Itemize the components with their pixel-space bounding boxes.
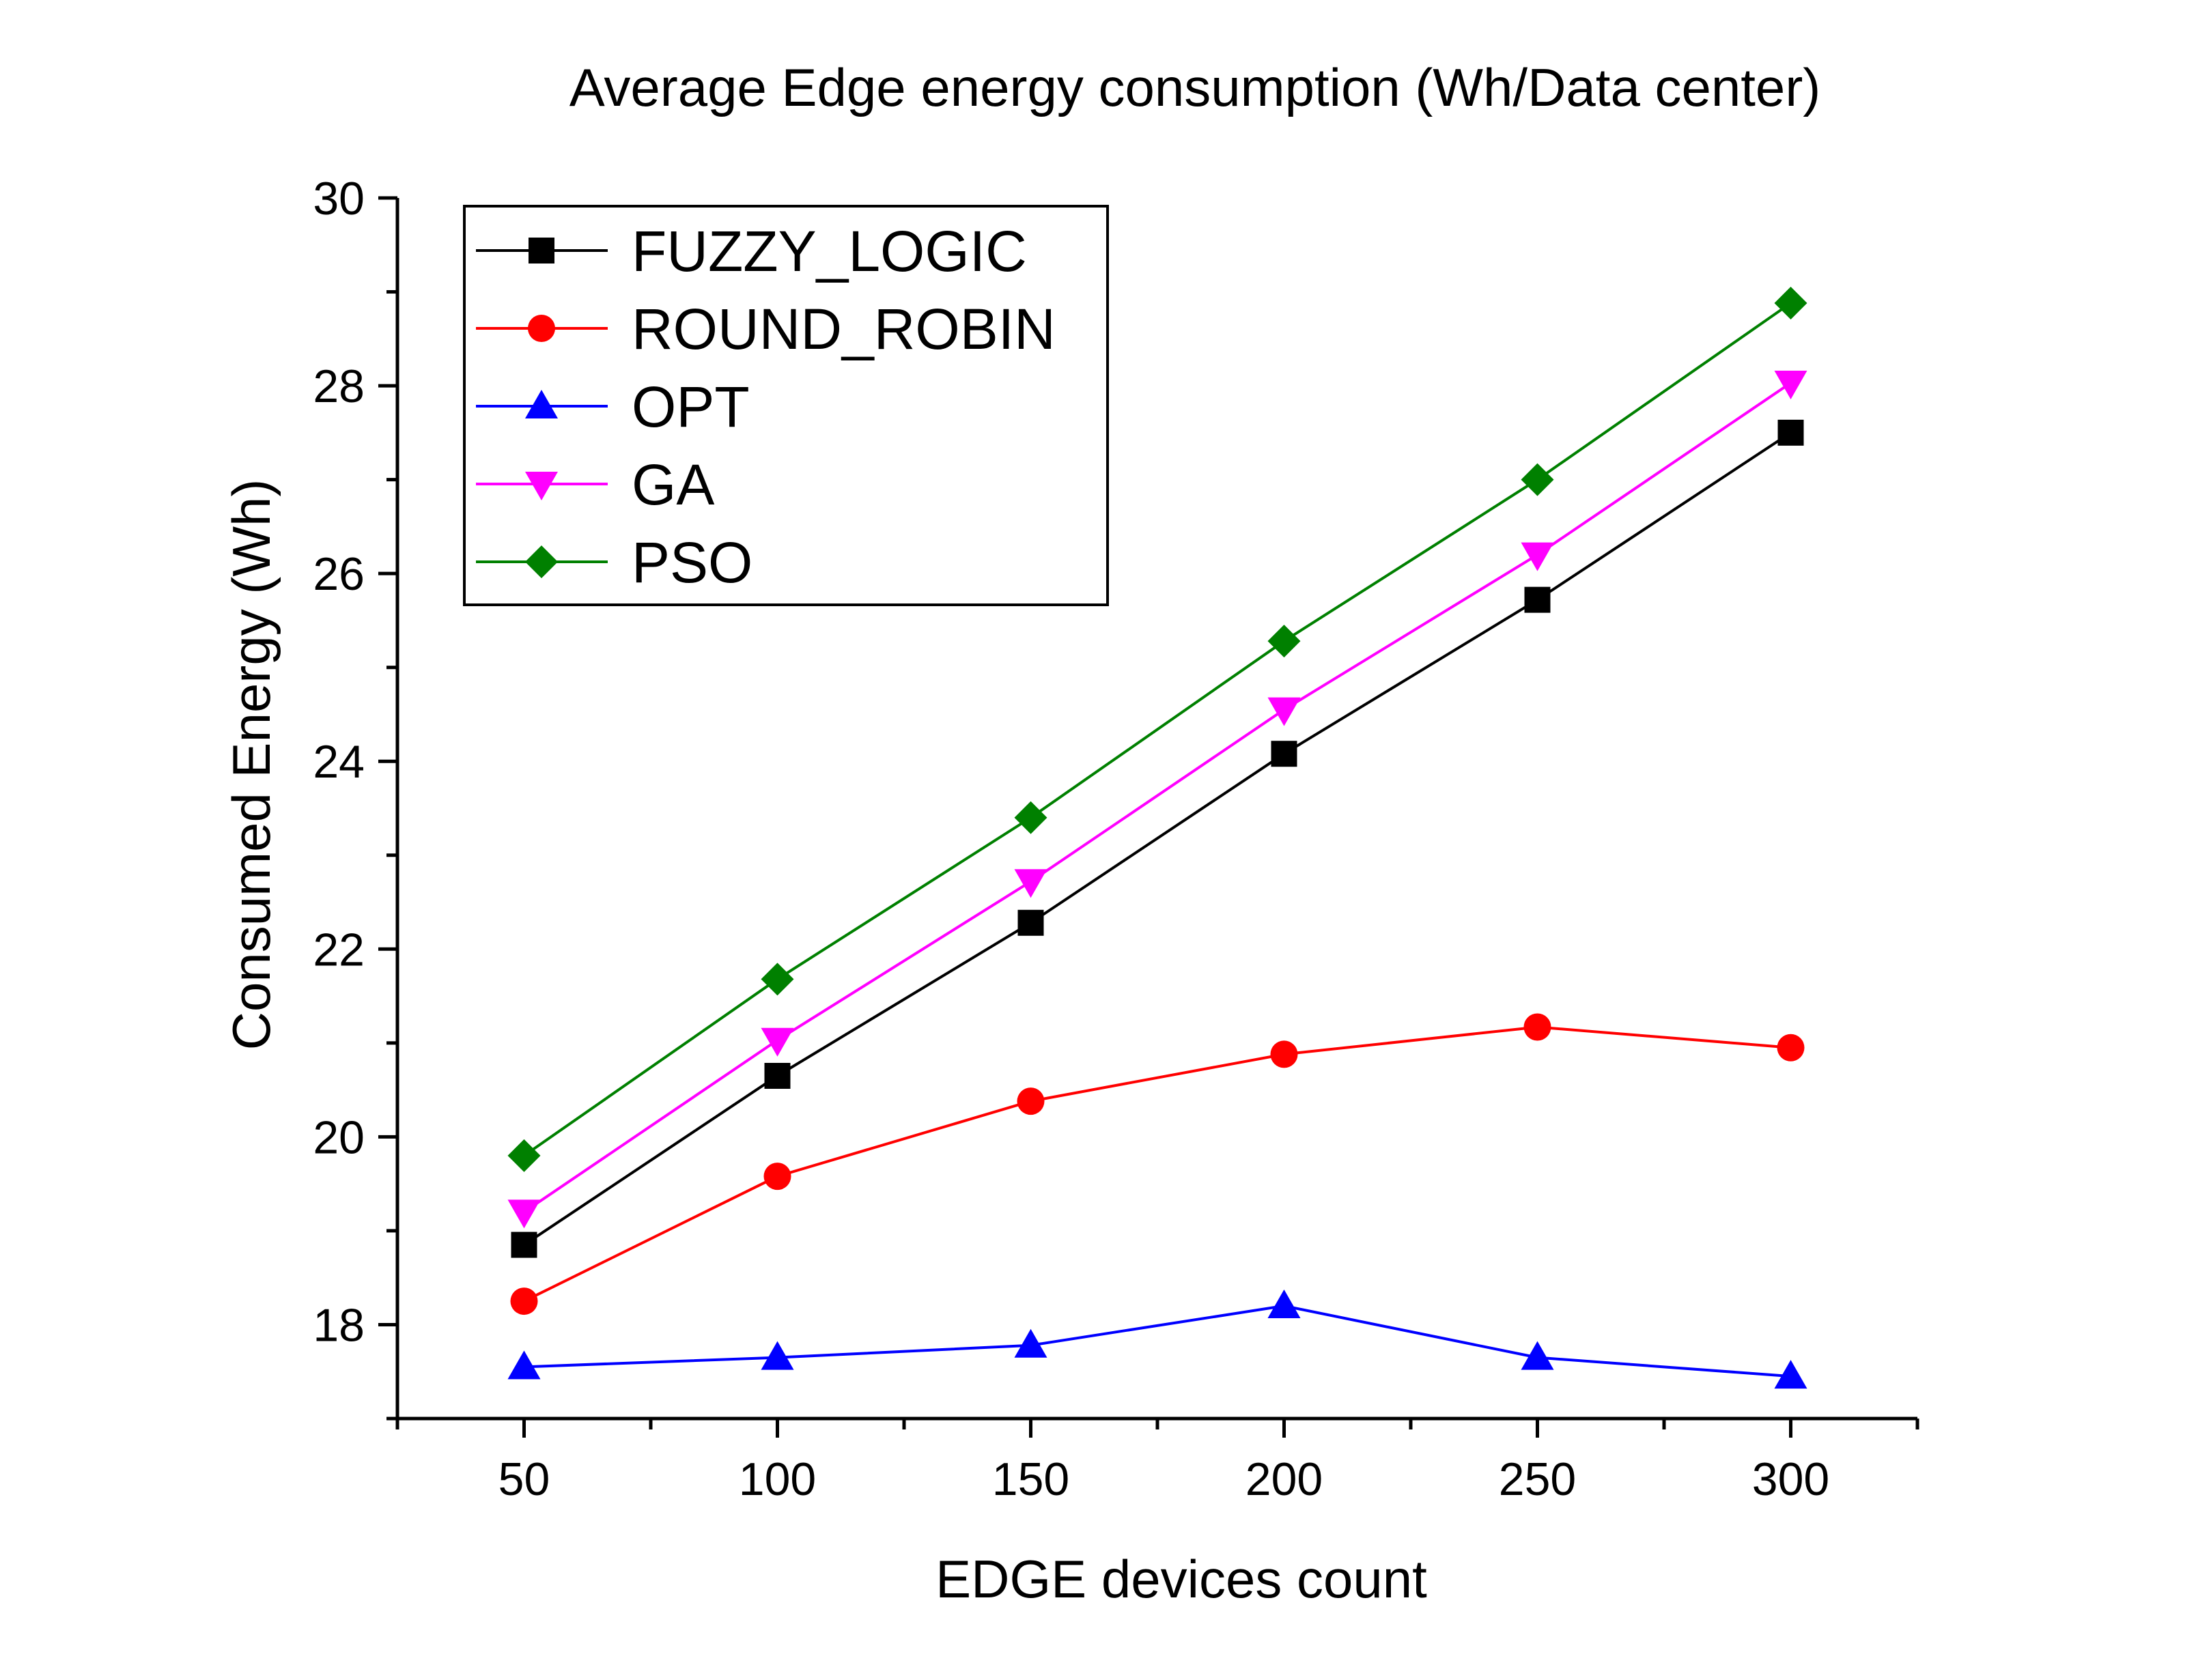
- data-point-pso: [761, 963, 794, 996]
- series-line-ga: [523, 382, 1792, 1214]
- data-point-opt: [1014, 1328, 1047, 1358]
- series-opt: [507, 1289, 1807, 1389]
- data-point-round-robin: [1270, 1040, 1298, 1068]
- legend-marker-fuzzy-logic: [529, 238, 554, 264]
- data-point-opt: [1774, 1360, 1807, 1389]
- x-tick-label: 100: [739, 1453, 816, 1505]
- data-point-pso: [507, 1139, 541, 1172]
- y-tick-label: 22: [313, 924, 365, 976]
- chart-title: Average Edge energy consumption (Wh/Data…: [569, 57, 1821, 117]
- axes: 50 100 150 200 250 300 18 20 22 24 26 28 30: [313, 173, 1919, 1505]
- y-axis-label: Consumed Energy (Wh): [221, 479, 281, 1051]
- data-point-pso: [1014, 801, 1047, 834]
- x-tick-label: 150: [992, 1453, 1069, 1505]
- legend-item-ga: GA: [476, 453, 714, 517]
- legend-label-opt: OPT: [632, 375, 750, 439]
- data-point-fuzzy-logic: [511, 1231, 537, 1258]
- legend-item-round-robin: ROUND_ROBIN: [476, 297, 1056, 361]
- data-point-pso: [1521, 463, 1554, 496]
- data-point-ga: [1267, 697, 1301, 726]
- series-line-pso: [523, 302, 1792, 1157]
- data-point-round-robin: [510, 1287, 538, 1315]
- data-point-ga: [1014, 869, 1047, 898]
- x-axis-label: EDGE devices count: [935, 1549, 1427, 1609]
- legend-marker-opt: [525, 390, 558, 418]
- data-point-round-robin: [763, 1163, 791, 1191]
- y-tick-label: 30: [313, 173, 365, 225]
- data-point-pso: [1267, 625, 1301, 658]
- legend-label-pso: PSO: [632, 530, 752, 595]
- data-point-opt: [761, 1341, 794, 1370]
- data-point-opt: [1267, 1289, 1301, 1318]
- data-point-fuzzy-logic: [1017, 909, 1044, 936]
- data-point-fuzzy-logic: [1271, 741, 1297, 767]
- legend-item-pso: PSO: [476, 530, 752, 595]
- legend-marker-round-robin: [528, 315, 555, 342]
- data-point-ga: [507, 1199, 541, 1229]
- x-tick-label: 50: [498, 1453, 550, 1505]
- series-pso: [507, 287, 1807, 1172]
- x-tick-label: 300: [1752, 1453, 1829, 1505]
- data-point-fuzzy-logic: [1524, 586, 1551, 613]
- series-line-opt: [524, 1304, 1791, 1378]
- series-line-fuzzy-logic: [523, 431, 1792, 1247]
- legend-label-round-robin: ROUND_ROBIN: [632, 297, 1056, 361]
- series-layer: [507, 287, 1807, 1389]
- y-tick-label: 24: [313, 736, 365, 788]
- data-point-opt: [1521, 1341, 1554, 1370]
- y-tick-label: 20: [313, 1111, 365, 1163]
- series-line-round-robin: [523, 1025, 1791, 1302]
- data-point-round-robin: [1777, 1034, 1805, 1062]
- y-tick-label: 18: [313, 1299, 365, 1351]
- legend-marker-pso: [525, 545, 558, 578]
- legend-label-ga: GA: [632, 453, 714, 517]
- series-fuzzy-logic: [511, 419, 1804, 1258]
- y-tick-label: 28: [313, 360, 365, 412]
- data-point-round-robin: [1523, 1013, 1551, 1041]
- data-point-pso: [1774, 287, 1807, 320]
- x-tick-label: 200: [1245, 1453, 1323, 1505]
- data-point-fuzzy-logic: [1777, 419, 1804, 446]
- y-tick-label: 26: [313, 548, 365, 600]
- x-tick-label: 250: [1499, 1453, 1576, 1505]
- legend-item-opt: OPT: [476, 375, 750, 439]
- legend-marker-ga: [525, 472, 558, 500]
- legend-item-fuzzy-logic: FUZZY_LOGIC: [476, 219, 1027, 283]
- data-point-fuzzy-logic: [764, 1062, 791, 1089]
- data-point-ga: [1774, 370, 1807, 399]
- series-ga: [507, 370, 1807, 1229]
- data-point-ga: [761, 1027, 794, 1057]
- data-point-round-robin: [1017, 1087, 1045, 1115]
- series-round-robin: [510, 1013, 1805, 1315]
- legend: FUZZY_LOGIC ROUND_ROBIN OPT GA PSO: [463, 205, 1109, 606]
- data-point-ga: [1521, 542, 1554, 571]
- legend-label-fuzzy-logic: FUZZY_LOGIC: [632, 219, 1027, 283]
- data-point-opt: [507, 1350, 541, 1380]
